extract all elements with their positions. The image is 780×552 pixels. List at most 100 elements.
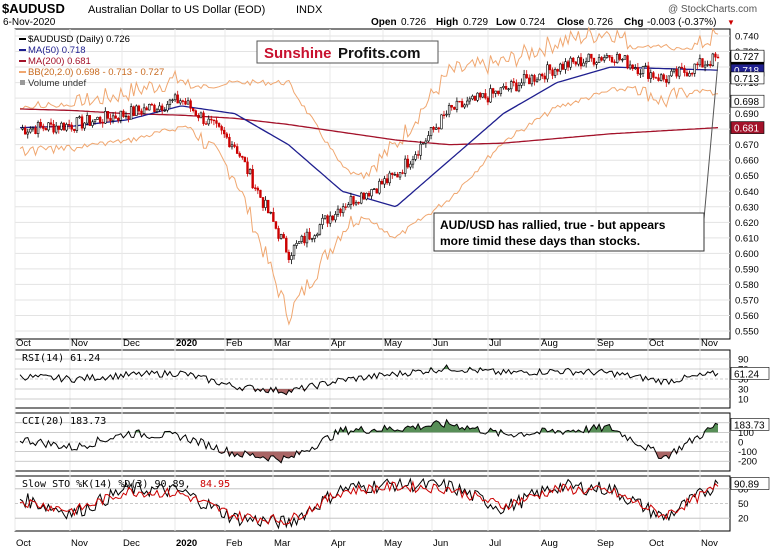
candle-body — [466, 100, 469, 106]
candle-body — [608, 55, 611, 58]
price-badge-text-bb-upper: 0.727 — [734, 52, 759, 63]
sto-label: Slow STO %K(14) %D(3) 90.89, — [22, 479, 191, 490]
candle-body — [279, 234, 283, 239]
price-tick-label: 0.630 — [735, 202, 759, 213]
candle-body — [631, 64, 634, 70]
candle-body — [672, 68, 676, 72]
x-tick-label-top: Nov — [71, 338, 88, 349]
candle-body — [509, 81, 513, 90]
candle-body — [494, 90, 497, 94]
candle-body — [698, 58, 702, 66]
candle-body — [649, 72, 652, 79]
candle-body — [597, 57, 601, 63]
candle-body — [145, 107, 148, 111]
candle-body — [471, 95, 474, 100]
candle-body — [233, 144, 236, 147]
candle-body — [287, 251, 291, 260]
candle-body — [127, 115, 130, 120]
candle-body — [641, 66, 645, 74]
bb-lower-line — [19, 85, 719, 326]
candle-body — [559, 63, 562, 72]
candle-body — [497, 90, 500, 95]
candle-body — [336, 208, 340, 215]
candle-body — [525, 74, 528, 79]
price-badge-ma200 — [730, 121, 765, 134]
watermark-sunshine: Sunshine — [264, 45, 332, 62]
candle-body — [398, 172, 402, 178]
x-tick-label-bottom: Jun — [433, 538, 448, 549]
candle-body — [124, 115, 128, 118]
candle-body — [173, 94, 177, 101]
candle-body — [98, 116, 102, 123]
candle-body — [579, 57, 583, 67]
candle-body — [654, 77, 658, 79]
legend-price: $AUDUSD (Daily) 0.726 — [28, 34, 130, 45]
candle-body — [225, 133, 229, 138]
x-tick-label-bottom: Jul — [489, 538, 501, 549]
candle-body — [339, 208, 342, 214]
candle-body — [91, 121, 94, 126]
candle-body — [396, 174, 399, 178]
price-tick-label: 0.640 — [735, 187, 759, 198]
sto-tick-label: 80 — [738, 484, 749, 495]
candle-body — [409, 163, 412, 168]
candle-body — [385, 178, 389, 184]
candle-body — [473, 95, 477, 101]
candle-body — [272, 212, 275, 222]
candle-body — [246, 161, 249, 175]
close-label: Close — [557, 17, 585, 28]
candle-body — [502, 86, 505, 89]
candle-body — [106, 111, 110, 119]
candle-body — [277, 228, 280, 239]
candle-body — [711, 53, 715, 66]
candle-body — [86, 115, 89, 124]
candle-body — [605, 55, 609, 58]
candle-body — [210, 118, 213, 121]
candle-body — [34, 127, 37, 135]
candle-body — [453, 106, 456, 110]
candle-body — [652, 72, 655, 78]
candle-body — [706, 64, 709, 66]
candle-body — [489, 88, 492, 103]
x-tick-label-top: Mar — [274, 338, 290, 349]
candle-body — [137, 105, 141, 112]
candle-body — [380, 180, 384, 185]
ma50-line — [19, 66, 719, 208]
close-value: 0.726 — [588, 17, 613, 28]
cci-tick-label: -200 — [738, 457, 757, 468]
candle-body — [36, 121, 40, 135]
candle-body — [254, 187, 257, 189]
candle-body — [313, 235, 316, 239]
x-tick-label-bottom: Sep — [597, 538, 614, 549]
cci-tick-label: 100 — [738, 428, 754, 439]
annotation-line1: AUD/USD has rallied, true - but appears — [440, 218, 666, 232]
candle-body — [365, 192, 368, 200]
candle-body — [582, 62, 585, 67]
x-tick-label-top: Jul — [489, 338, 501, 349]
candle-body — [512, 81, 515, 83]
candle-body — [241, 155, 244, 158]
candle-body — [634, 67, 637, 70]
candle-body — [49, 122, 53, 125]
candle-body — [458, 100, 461, 103]
cci-label: CCI(20) 183.73 — [22, 416, 106, 427]
candle-body — [468, 98, 472, 102]
candle-body — [419, 143, 422, 156]
candle-body — [357, 201, 360, 204]
candle-body — [450, 105, 453, 108]
candle-body — [476, 92, 479, 101]
rsi-tick-label: 50 — [738, 375, 749, 386]
grid-layer — [14, 29, 730, 531]
candle-body — [657, 77, 660, 81]
candle-body — [93, 119, 97, 123]
candle-body — [618, 53, 621, 60]
sto-tick-label: 20 — [738, 514, 749, 525]
candle-body — [437, 127, 440, 130]
cci-value-text: 183.73 — [734, 420, 765, 431]
price-badge-bb-mid — [730, 71, 765, 85]
candle-body — [535, 79, 539, 82]
candle-body — [223, 129, 226, 135]
candle-body — [31, 127, 35, 130]
candle-body — [551, 69, 554, 76]
candle-body — [238, 153, 241, 157]
